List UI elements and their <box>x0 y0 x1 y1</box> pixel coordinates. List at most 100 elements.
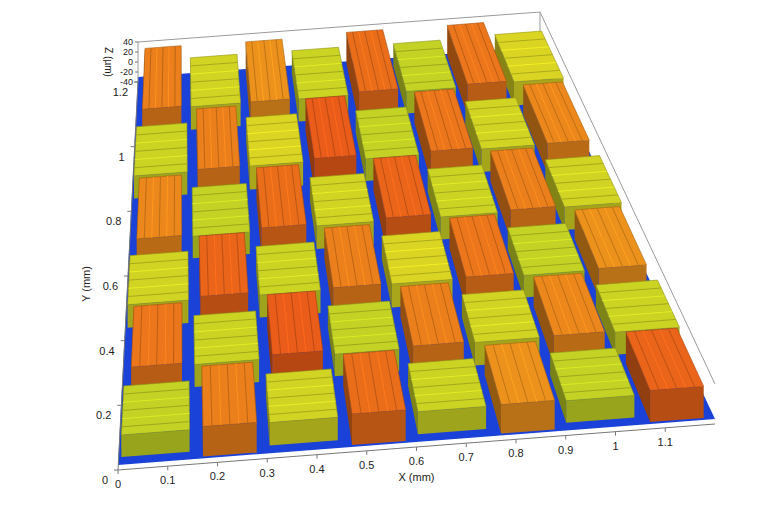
fibre-ridge <box>194 319 256 324</box>
z-tick <box>135 52 138 53</box>
fibre-ridge <box>609 312 673 317</box>
tile-top <box>465 98 534 149</box>
fibre-ridge <box>123 389 189 394</box>
x-tick <box>267 459 268 463</box>
fibre-ridge <box>191 95 240 99</box>
fibre-ridge <box>502 344 519 403</box>
x-tick-label: 0 <box>115 478 121 490</box>
fibre-ridge <box>416 285 430 344</box>
fibre-ridge <box>465 24 487 83</box>
fibre-ridge <box>438 205 495 209</box>
fibre-ridge <box>298 87 347 91</box>
fibre-ridge <box>352 354 361 414</box>
y-tick-label: 1.2 <box>113 86 128 98</box>
fibre-ridge <box>249 154 302 158</box>
fibre-ridge <box>311 181 366 185</box>
x-tick <box>366 451 367 455</box>
fibre-ridge <box>612 319 676 324</box>
fibre-ridge <box>227 364 230 424</box>
fibre-ridge <box>468 314 531 319</box>
fibre-ridge <box>193 224 250 228</box>
fibre-ridge <box>383 239 441 243</box>
fibre-ridge <box>362 225 373 285</box>
fibre-ridge <box>377 30 392 89</box>
tile-top <box>192 183 250 236</box>
x-tick-label: 0.1 <box>160 474 175 486</box>
fibre-ridge <box>165 304 167 365</box>
x-tick-label: 0.7 <box>459 451 474 463</box>
fibre-ridge <box>339 227 349 287</box>
tile-top <box>199 233 248 297</box>
fibre-ridge <box>471 114 522 118</box>
fibre-ridge <box>387 255 446 260</box>
fibre-ridge <box>434 189 490 193</box>
tile-front <box>203 422 257 456</box>
fibre-ridge <box>543 83 569 141</box>
tile-front <box>501 400 555 433</box>
fibre-ridge <box>471 24 493 83</box>
fibre-ridge <box>566 274 588 333</box>
fibre-ridge <box>479 216 497 275</box>
tile-top <box>328 301 399 354</box>
fibre-ridge <box>555 364 621 369</box>
fibre-ridge <box>332 227 341 287</box>
fibre-ridge <box>191 79 239 83</box>
fibre-ridge <box>129 284 189 289</box>
fibre-ridge <box>516 247 575 252</box>
tile-top <box>306 96 357 159</box>
fibre-ridge <box>194 335 257 340</box>
fibre-ridge <box>415 390 482 395</box>
fibre-ridge <box>249 146 301 150</box>
y-tick-label: 0 <box>102 474 108 486</box>
fibre-ridge <box>155 48 157 109</box>
fibre-ridge <box>471 322 535 327</box>
fibre-ridge <box>536 84 561 142</box>
fibre-ridge <box>365 31 379 90</box>
fibre-ridge <box>513 239 572 243</box>
fibre-ridge <box>347 226 357 286</box>
fibre-ridge <box>314 206 370 210</box>
fibre-ridge <box>219 365 221 425</box>
fibre-ridge <box>361 131 413 135</box>
x-tick <box>167 466 168 470</box>
z-tick-label: -40 <box>120 77 133 87</box>
fibre-ridge <box>135 156 187 160</box>
fibre-ridge <box>264 41 270 101</box>
fibre-ridge <box>140 306 142 367</box>
tile-top <box>356 107 419 159</box>
fibre-ridge <box>148 305 150 366</box>
x-tick-label: 0.2 <box>210 470 225 482</box>
fibre-ridge <box>398 56 446 60</box>
fibre-ridge <box>542 276 563 335</box>
fibre-ridge <box>144 178 146 239</box>
fibre-ridge <box>561 195 618 199</box>
tile-top <box>194 311 259 365</box>
fibre-ridge <box>331 325 394 330</box>
fibre-ridge <box>402 72 451 76</box>
fibre-ridge <box>476 129 528 133</box>
fibre-ridge <box>357 115 408 119</box>
tile-top <box>596 280 680 332</box>
fibre-ridge <box>247 130 298 134</box>
tile <box>626 328 704 422</box>
fibre-ridge <box>122 422 190 427</box>
fibre-ridge <box>527 342 546 401</box>
tile-top <box>197 106 240 169</box>
fibre-ridge <box>130 259 188 263</box>
tile-top <box>447 23 506 85</box>
fibre-ridge <box>203 108 205 168</box>
fibre-ridge <box>334 341 398 346</box>
tile-top <box>523 82 589 143</box>
y-tick-label: 0.8 <box>106 215 121 227</box>
fibre-ridge <box>410 367 476 372</box>
fibre-ridge <box>296 79 345 83</box>
x-tick-label: 0.8 <box>508 447 523 459</box>
tile-top <box>190 54 240 106</box>
tile-top <box>142 46 181 109</box>
tile-top <box>343 350 406 414</box>
fibre-ridge <box>214 235 216 295</box>
x-tick <box>416 447 417 451</box>
fibre-ridge <box>408 286 421 345</box>
fibre-ridge <box>466 306 529 311</box>
fibre-ridge <box>293 55 340 59</box>
